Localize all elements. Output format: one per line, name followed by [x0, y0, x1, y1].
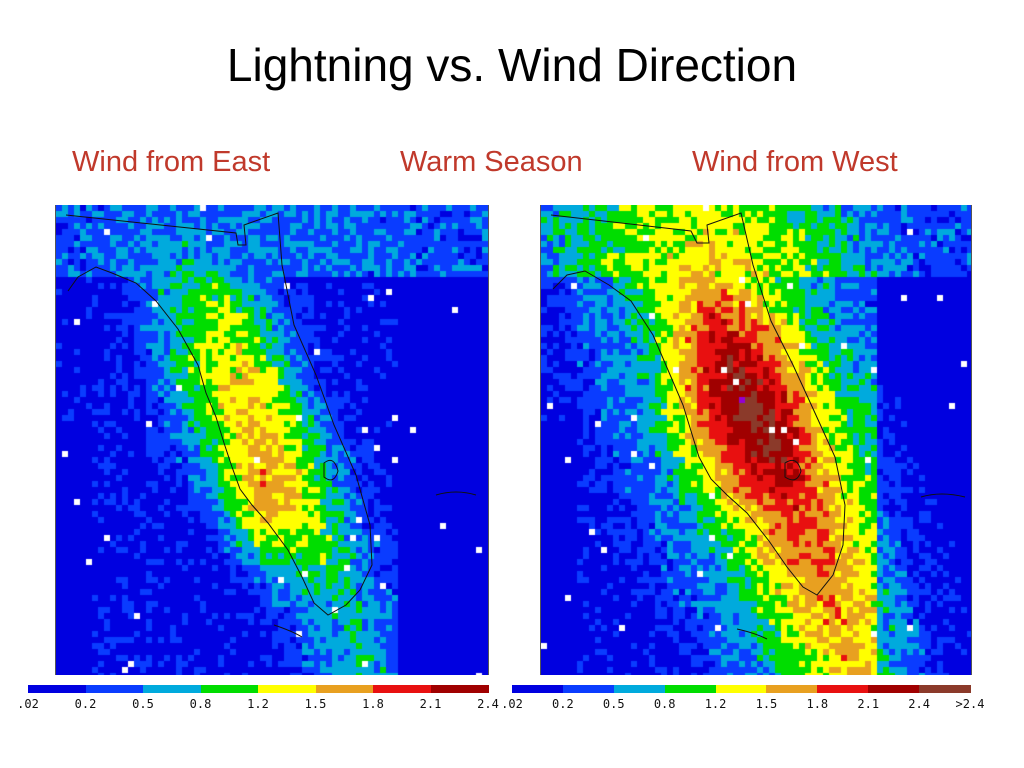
colorbar-tick-label: 1.5: [304, 697, 327, 711]
colorbar-tick-label: 1.2: [247, 697, 269, 711]
lightning-density-raster: [56, 205, 488, 675]
slide-title: Lightning vs. Wind Direction: [226, 39, 798, 91]
colorbar-tick-label: 1.2: [704, 697, 727, 711]
lightning-map-west-wind: [540, 205, 972, 675]
colorbar-swatch: [258, 685, 317, 693]
colorbar-swatch: [715, 685, 768, 693]
colorbar-tick-label: 1.5: [755, 697, 778, 711]
colorbar-swatch: [143, 685, 202, 693]
colorbar-swatch: [868, 685, 921, 693]
colorbar-tick-label: 0.5: [132, 697, 154, 711]
lightning-map-east-wind: [55, 205, 489, 675]
colorbar-swatch: [373, 685, 432, 693]
colorbar-tick-label: >2.4: [955, 697, 985, 711]
subtitle-wind-from-east: Wind from East: [72, 146, 271, 178]
colorbar-swatch: [512, 685, 564, 693]
colorbar-right: .02 0.2 0.5 0.8 1.2 1.5 1.8 2.1 2.4 >2.4: [501, 685, 984, 715]
colorbar-swatch: [430, 685, 489, 693]
colorbar-swatch: [766, 685, 819, 693]
colorbar-swatch: [28, 685, 87, 693]
colorbar-tick-label: 0.8: [189, 697, 212, 711]
colorbar-tick-label: 1.8: [806, 697, 829, 711]
colorbar-swatch: [664, 685, 717, 693]
colorbar-tick-label: 2.1: [857, 697, 880, 711]
colorbar-tick-label: 0.2: [74, 697, 97, 711]
subtitle-wind-from-west: Wind from West: [692, 146, 898, 178]
colorbar-tick-label: 2.4: [477, 697, 499, 711]
subtitle-warm-season: Warm Season: [400, 146, 583, 178]
colorbar-tick-label: 0.2: [552, 697, 574, 711]
lightning-density-raster: [541, 205, 971, 675]
colorbar-swatch: [817, 685, 870, 693]
colorbar-swatch: [315, 685, 374, 693]
colorbar-swatch: [200, 685, 259, 693]
colorbar-swatch: [85, 685, 144, 693]
colorbar-tick-label: .02: [17, 697, 39, 711]
colorbar-tick-label: .02: [501, 697, 523, 711]
colorbar-tick-label: 2.4: [908, 697, 930, 711]
colorbar-swatch: [613, 685, 666, 693]
colorbar-tick-label: 1.8: [362, 697, 384, 711]
colorbar-tick-label: 2.1: [419, 697, 442, 711]
colorbar-swatch: [919, 685, 971, 693]
colorbar-swatch: [562, 685, 615, 693]
colorbar-tick-label: 0.8: [653, 697, 676, 711]
colorbar-left: .02 0.2 0.5 0.8 1.2 1.5 1.8 2.1 2.4: [17, 685, 499, 715]
colorbar-tick-label: 0.5: [602, 697, 625, 711]
